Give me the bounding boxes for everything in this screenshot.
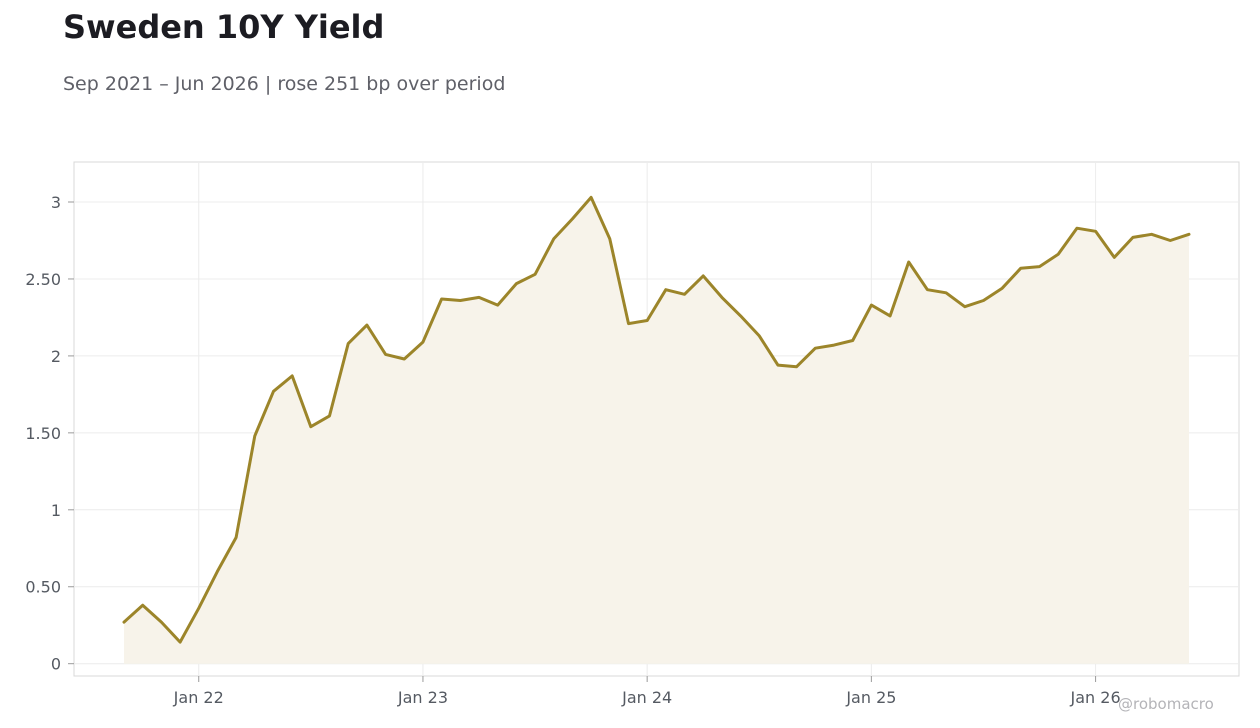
data-point — [776, 364, 779, 367]
data-point — [291, 374, 294, 377]
data-point — [608, 237, 611, 240]
data-point — [1001, 287, 1004, 290]
data-point — [646, 319, 649, 322]
data-point — [739, 314, 742, 317]
data-point — [571, 217, 574, 220]
x-tick-label: Jan 23 — [397, 688, 448, 707]
data-point — [179, 641, 182, 644]
y-tick-label: 3 — [51, 193, 61, 212]
data-point — [365, 324, 368, 327]
data-point — [758, 334, 761, 337]
data-point — [309, 425, 312, 428]
data-point — [963, 305, 966, 308]
data-point — [496, 304, 499, 307]
y-tick-label: 2 — [51, 347, 61, 366]
y-tick-label: 2.50 — [25, 270, 61, 289]
data-point — [459, 299, 462, 302]
data-point — [851, 339, 854, 342]
data-point — [141, 604, 144, 607]
x-tick-label: Jan 25 — [845, 688, 896, 707]
data-point — [683, 293, 686, 296]
data-point — [702, 274, 705, 277]
data-point — [590, 196, 593, 199]
watermark: @robomacro — [1118, 695, 1214, 713]
data-point — [1019, 267, 1022, 270]
data-point — [870, 304, 873, 307]
data-point — [907, 261, 910, 264]
data-point — [552, 237, 555, 240]
data-point — [1057, 253, 1060, 256]
data-point — [833, 344, 836, 347]
data-point — [403, 358, 406, 361]
data-point — [421, 341, 424, 344]
y-tick-label: 0 — [51, 655, 61, 674]
data-point — [1113, 256, 1116, 259]
data-point — [534, 273, 537, 276]
data-point — [982, 299, 985, 302]
x-tick-label: Jan 26 — [1070, 688, 1121, 707]
data-point — [515, 282, 518, 285]
chart-subtitle: Sep 2021 – Jun 2026 | rose 251 bp over p… — [63, 73, 506, 95]
data-point — [478, 296, 481, 299]
series-area — [124, 197, 1189, 664]
data-point — [253, 434, 256, 437]
data-point — [889, 314, 892, 317]
data-point — [926, 288, 929, 291]
data-point — [216, 570, 219, 573]
data-point — [1131, 236, 1134, 239]
data-point — [1150, 233, 1153, 236]
data-point — [1188, 233, 1191, 236]
data-point — [1038, 265, 1041, 268]
data-point — [440, 298, 443, 301]
data-point — [795, 365, 798, 368]
data-point — [384, 353, 387, 356]
data-point — [627, 322, 630, 325]
data-point — [160, 621, 163, 624]
y-tick-label: 1 — [51, 501, 61, 520]
chart-title: Sweden 10Y Yield — [63, 8, 385, 46]
data-point — [664, 288, 667, 291]
data-point — [1169, 239, 1172, 242]
data-point — [1075, 227, 1078, 230]
data-point — [814, 347, 817, 350]
x-tick-label: Jan 24 — [621, 688, 672, 707]
data-point — [197, 607, 200, 610]
data-point — [272, 390, 275, 393]
data-point — [720, 296, 723, 299]
y-tick-label: 1.50 — [25, 424, 61, 443]
data-point — [328, 414, 331, 417]
data-point — [347, 342, 350, 345]
data-point — [123, 621, 126, 624]
x-tick-label: Jan 22 — [173, 688, 224, 707]
series-line — [122, 195, 1191, 644]
data-point — [1094, 230, 1097, 233]
data-point — [235, 536, 238, 539]
y-tick-label: 0.50 — [25, 578, 61, 597]
data-point — [945, 291, 948, 294]
